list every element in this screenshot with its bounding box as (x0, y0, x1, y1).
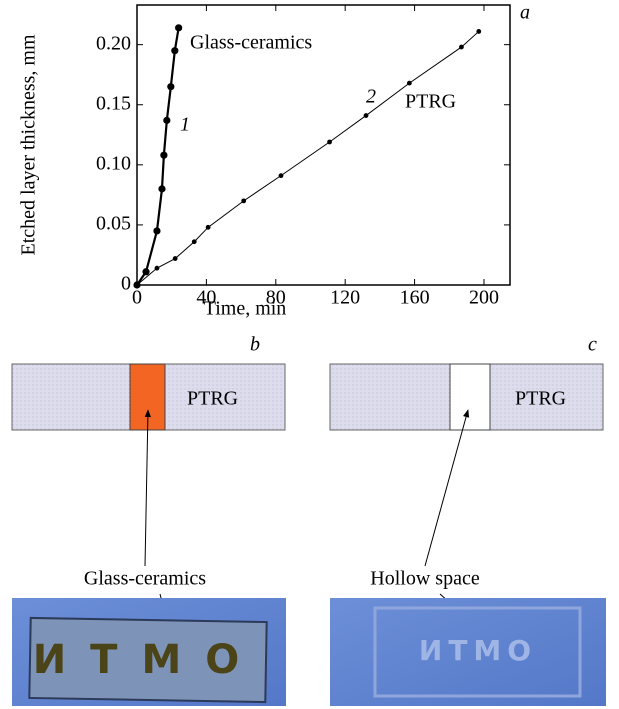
y-tick-label: 0.05 (96, 213, 131, 235)
series-label: Glass-ceramics (190, 32, 312, 54)
y-axis-label: Etched layer thickness, mm (18, 34, 40, 255)
data-point (175, 24, 182, 31)
plot: 0 40 80 120 160 200 0 0.05 0.10 0.15 0.20 Glass-cer… (96, 5, 510, 309)
series-line (137, 28, 179, 285)
hollow-space (450, 364, 490, 430)
data-point (155, 266, 160, 271)
photo-text: ИТМО (419, 634, 537, 667)
x-tick-label: 160 (400, 287, 430, 309)
data-point (364, 113, 369, 118)
data-point (476, 29, 481, 34)
data-point (153, 227, 160, 234)
data-point (192, 239, 197, 244)
data-point (142, 268, 149, 275)
y-tick-label: 0.20 (96, 32, 131, 54)
figure: a Time, min Etched layer thickness, mm 0… (0, 0, 619, 709)
data-point (135, 283, 140, 288)
data-point (206, 225, 211, 230)
arrow (425, 410, 468, 566)
photo-text: ИТМО (33, 637, 264, 683)
data-point (279, 173, 284, 178)
panel-letter: b (250, 334, 260, 356)
data-point (407, 81, 412, 86)
x-tick-label: 200 (469, 287, 499, 309)
data-point (160, 152, 167, 159)
y-tick-label: 0.15 (96, 92, 131, 114)
data-point (171, 47, 178, 54)
curve-number: 1 (180, 114, 190, 136)
data-point (173, 256, 178, 261)
material-label: PTRG (187, 388, 238, 410)
x-tick-label: 40 (196, 287, 216, 309)
curve-number: 2 (366, 86, 376, 108)
x-tick-label: 80 (266, 287, 286, 309)
data-point (158, 185, 165, 192)
panel-letter: a (520, 2, 530, 24)
insert-label: Glass-ceramics (84, 568, 206, 590)
x-tick-label: 0 (132, 287, 142, 309)
x-tick-label: 120 (330, 287, 360, 309)
data-point (167, 83, 174, 90)
arrow (145, 410, 148, 566)
y-tick-label: 0 (121, 273, 131, 295)
panel-letter: c (588, 334, 597, 356)
data-point (241, 198, 246, 203)
data-point (163, 117, 170, 124)
data-point (459, 45, 464, 50)
y-tick-label: 0.10 (96, 152, 131, 174)
material-label: PTRG (515, 388, 566, 410)
data-point (327, 140, 332, 145)
series-label: PTRG (405, 91, 456, 113)
series-line (137, 31, 479, 285)
hollow-label: Hollow space (370, 568, 480, 590)
